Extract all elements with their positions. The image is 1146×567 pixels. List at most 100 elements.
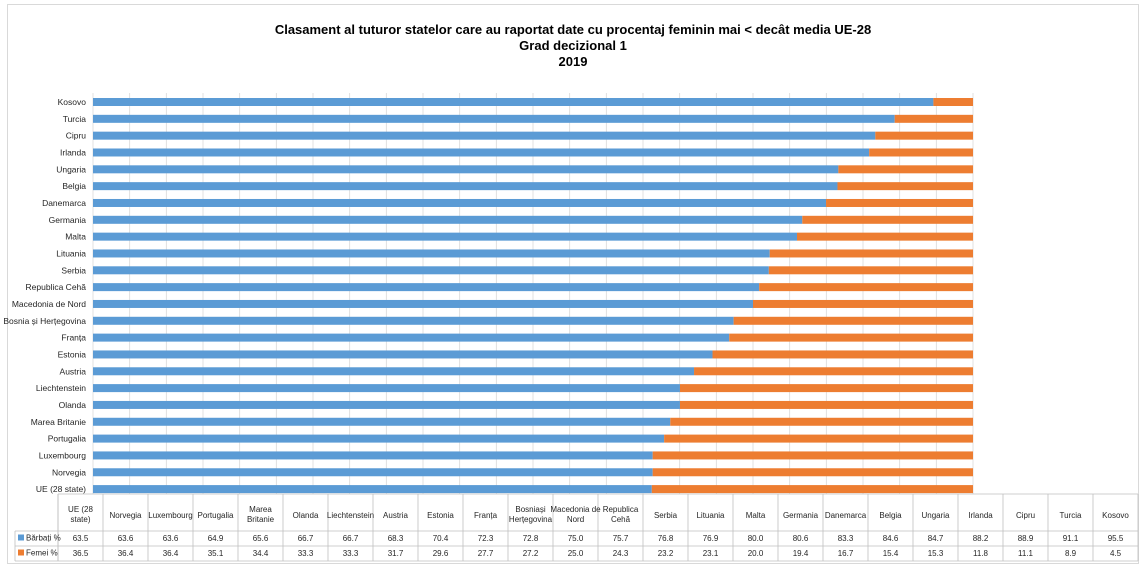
table-header-cell: Norvegia	[109, 511, 142, 520]
legend-label: Femei %	[26, 549, 58, 558]
bar-men-cipru	[93, 131, 876, 140]
bar-men-irlanda	[93, 148, 870, 157]
bar-men-portugalia	[93, 434, 665, 443]
bar-women-portugalia	[664, 434, 973, 443]
bar-men-serbia	[93, 266, 769, 275]
table-value-women: 34.4	[253, 549, 269, 558]
table-value-men: 66.7	[298, 534, 314, 543]
table-value-women: 36.4	[163, 549, 179, 558]
bar-men-kosovo	[93, 98, 934, 106]
table-value-men: 91.1	[1063, 534, 1079, 543]
table-value-women: 33.3	[343, 549, 359, 558]
table-value-men: 88.2	[973, 534, 989, 543]
table-value-men: 80.6	[793, 534, 809, 543]
table-header-cell: Irlanda	[968, 511, 993, 520]
table-header-cell: Malta	[746, 511, 766, 520]
table-header-cell: Estonia	[427, 511, 454, 520]
table-value-men: 75.0	[568, 534, 584, 543]
bar-women-luxembourg	[652, 451, 973, 460]
y-tick-label: Republica Cehă	[26, 282, 87, 292]
table-header-cell: Republica	[603, 505, 639, 514]
table-header-cell: Olanda	[293, 511, 319, 520]
bar-men-republica-ceha	[93, 283, 760, 292]
y-tick-label: Estonia	[58, 349, 87, 359]
legend-swatch	[18, 534, 24, 541]
table-value-women: 25.0	[568, 549, 584, 558]
table-value-women: 20.0	[748, 549, 764, 558]
table-value-women: 15.3	[928, 549, 944, 558]
y-tick-label: UE (28 state)	[36, 484, 86, 494]
table-value-men: 63.6	[163, 534, 179, 543]
bar-women-marea-britanie	[670, 417, 973, 426]
table-header-cell: Liechtenstein	[327, 511, 374, 520]
table-value-women: 19.4	[793, 549, 809, 558]
y-tick-label: Luxembourg	[39, 450, 87, 460]
table-value-women: 23.2	[658, 549, 674, 558]
y-tick-label: Turcia	[63, 114, 87, 124]
bar-women-cipru	[875, 131, 973, 140]
legend-label: Bărbați %	[26, 534, 61, 543]
table-value-men: 95.5	[1108, 534, 1124, 543]
bar-women-irlanda	[869, 148, 973, 157]
table-header-cell: Lituania	[696, 511, 725, 520]
table-header-cell: Marea	[249, 505, 272, 514]
y-tick-label: Norvegia	[52, 467, 86, 477]
table-header-cell: Nord	[567, 515, 584, 524]
bar-women-malta	[797, 232, 973, 241]
table-value-men: 66.7	[343, 534, 359, 543]
table-value-men: 68.3	[388, 534, 404, 543]
table-value-women: 11.1	[1018, 549, 1034, 558]
bar-women-macedonia-de-nord	[753, 299, 973, 308]
table-value-women: 4.5	[1110, 549, 1122, 558]
table-value-women: 16.7	[838, 549, 854, 558]
y-tick-label: Kosovo	[58, 97, 87, 107]
table-value-women: 24.3	[613, 549, 629, 558]
table-header-cell: Kosovo	[1102, 511, 1129, 520]
y-tick-label: Irlanda	[60, 147, 86, 157]
y-tick-label: Belgia	[62, 181, 86, 191]
table-value-men: 80.0	[748, 534, 764, 543]
bar-men-malta	[93, 232, 797, 241]
table-value-men: 72.3	[478, 534, 494, 543]
table-value-men: 88.9	[1018, 534, 1034, 543]
bar-women-franta	[729, 333, 973, 342]
bar-women-danemarca	[826, 198, 973, 207]
y-tick-label: Franța	[61, 333, 86, 343]
bar-men-macedonia-de-nord	[93, 299, 753, 308]
table-value-women: 36.4	[118, 549, 134, 558]
bar-men-marea-britanie	[93, 417, 671, 426]
bar-men-germania	[93, 215, 803, 224]
table-header-cell: state)	[70, 515, 90, 524]
table-value-men: 72.8	[523, 534, 539, 543]
table-value-men: 63.6	[118, 534, 134, 543]
bar-men-belgia	[93, 182, 838, 191]
table-header-cell: Luxembourg	[148, 511, 192, 520]
y-tick-label: Lituania	[56, 248, 86, 258]
table-header-cell: Franța	[474, 511, 498, 520]
table-value-women: 35.1	[208, 549, 224, 558]
table-header-cell: Herțegovina	[509, 515, 553, 524]
table-header-cell: Germania	[783, 511, 819, 520]
table-header-cell: Cipru	[1016, 511, 1035, 520]
bar-men-turcia	[93, 114, 895, 123]
table-header-cell: Cehă	[611, 515, 631, 524]
bar-men-danemarca	[93, 198, 827, 207]
table-header-cell: Britanie	[247, 515, 275, 524]
table-header-cell: Austria	[383, 511, 408, 520]
table-value-men: 76.9	[703, 534, 719, 543]
table-value-men: 84.6	[883, 534, 899, 543]
table-header-cell: Serbia	[654, 511, 678, 520]
bar-men-norvegia	[93, 468, 653, 477]
bar-women-ue-28-state	[651, 485, 973, 494]
chart-subtitle: Grad decizional 1	[519, 38, 627, 53]
table-header-cell: Bosniași	[515, 505, 545, 514]
bar-women-lituania	[769, 249, 973, 258]
bar-men-olanda	[93, 400, 680, 409]
table-value-women: 27.2	[523, 549, 539, 558]
table-value-men: 83.3	[838, 534, 854, 543]
y-tick-label: Macedonia de Nord	[12, 299, 86, 309]
table-value-women: 23.1	[703, 549, 719, 558]
table-value-women: 31.7	[388, 549, 404, 558]
bar-women-germania	[802, 215, 973, 224]
table-header-cell: Macedonia de	[550, 505, 601, 514]
